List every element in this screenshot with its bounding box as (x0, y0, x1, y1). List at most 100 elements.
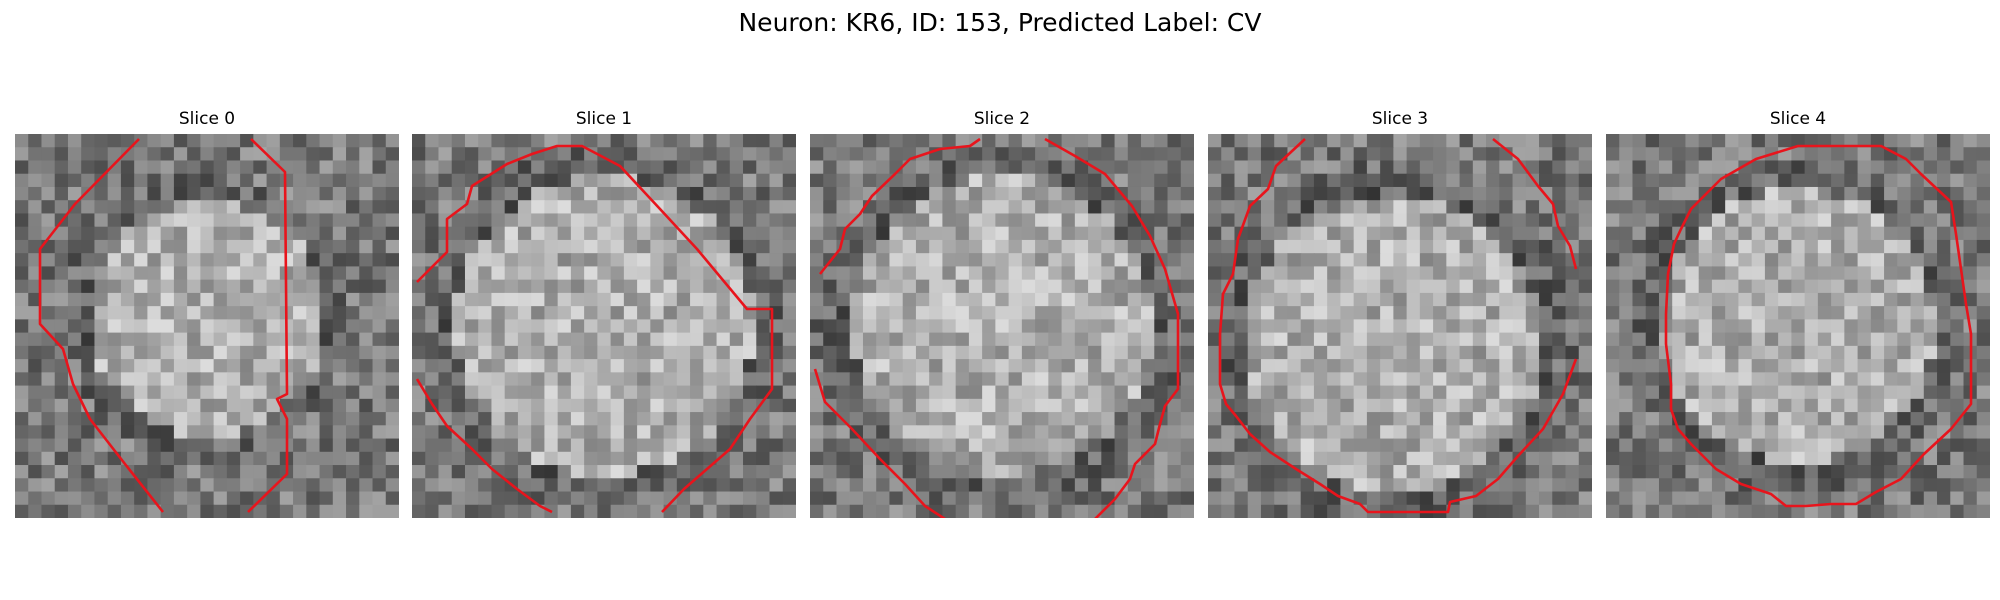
image-pixel (1459, 465, 1474, 479)
image-pixel (372, 451, 387, 466)
image-pixel (1976, 306, 1990, 320)
image-pixel (1884, 398, 1898, 413)
image-pixel (849, 292, 864, 307)
image-pixel (1472, 306, 1487, 320)
image-pixel (173, 173, 188, 188)
image-pixel (1645, 332, 1660, 347)
image-pixel (1499, 292, 1514, 307)
image-pixel (862, 239, 877, 254)
image-pixel (464, 398, 479, 413)
image-pixel (676, 134, 691, 148)
image-pixel (929, 491, 944, 506)
image-pixel (810, 425, 824, 440)
image-pixel (729, 134, 744, 148)
image-pixel (676, 200, 691, 215)
image-pixel (1619, 253, 1634, 268)
image-pixel (1472, 359, 1487, 373)
image-pixel (385, 319, 399, 334)
image-pixel (849, 226, 864, 241)
image-pixel (359, 398, 374, 413)
image-pixel (1486, 266, 1500, 281)
image-pixel (1738, 491, 1753, 506)
image-pixel (1380, 226, 1394, 241)
image-pixel (1937, 425, 1951, 440)
image-pixel (253, 226, 268, 241)
image-pixel (240, 239, 254, 254)
image-pixel (1963, 279, 1978, 294)
image-pixel (412, 504, 426, 518)
image-pixel (531, 134, 546, 148)
image-pixel (41, 372, 56, 387)
image-pixel (1380, 213, 1394, 228)
image-pixel (306, 398, 321, 413)
image-pixel (557, 253, 572, 268)
image-pixel (690, 173, 704, 188)
image-pixel (1035, 292, 1049, 307)
image-pixel (1606, 491, 1620, 506)
image-pixel (1274, 279, 1289, 294)
image-pixel (346, 438, 360, 453)
image-pixel (810, 438, 824, 453)
image-pixel (1353, 306, 1368, 320)
image-pixel (1950, 253, 1965, 268)
image-pixel (1406, 239, 1421, 254)
image-pixel (982, 451, 996, 466)
image-pixel (690, 226, 704, 241)
image-pixel (1525, 345, 1540, 360)
segmentation-contour (1664, 144, 1973, 508)
image-pixel (1472, 279, 1487, 294)
image-pixel (690, 385, 704, 400)
image-pixel (1221, 465, 1236, 479)
image-pixel (1844, 398, 1859, 413)
image-pixel (451, 438, 466, 453)
image-pixel (81, 345, 96, 360)
image-pixel (425, 385, 440, 400)
image-pixel (1433, 465, 1447, 479)
image-pixel (67, 134, 82, 148)
image-pixel (1221, 478, 1236, 493)
image-pixel (531, 253, 546, 268)
image-pixel (1419, 478, 1434, 493)
image-pixel (1844, 359, 1859, 373)
image-pixel (1578, 239, 1592, 254)
image-pixel (1685, 332, 1700, 347)
image-pixel (1287, 186, 1302, 201)
image-pixel (412, 438, 426, 453)
image-pixel (240, 266, 254, 281)
image-pixel (359, 478, 374, 493)
image-pixel (1340, 425, 1355, 440)
image-pixel (756, 319, 771, 334)
image-pixel (836, 398, 851, 413)
image-pixel (1154, 134, 1169, 148)
image-pixel (1340, 186, 1355, 201)
image-pixel (94, 451, 109, 466)
image-pixel (623, 239, 638, 254)
image-pixel (1327, 213, 1342, 228)
image-pixel (756, 173, 771, 188)
image-pixel (1313, 385, 1328, 400)
image-pixel (650, 504, 665, 518)
image-pixel (729, 147, 744, 162)
image-pixel (293, 465, 307, 479)
image-pixel (1658, 398, 1673, 413)
image-pixel (1221, 372, 1236, 387)
image-pixel (1008, 372, 1023, 387)
image-pixel (1274, 134, 1289, 148)
image-pixel (1393, 239, 1408, 254)
image-pixel (1353, 504, 1368, 518)
image-pixel (491, 306, 506, 320)
image-pixel (134, 412, 149, 426)
image-pixel (1937, 385, 1951, 400)
image-pixel (412, 465, 426, 479)
image-pixel (1313, 359, 1328, 373)
image-pixel (464, 266, 479, 281)
image-pixel (517, 226, 532, 241)
image-pixel (385, 451, 399, 466)
image-pixel (253, 266, 268, 281)
image-pixel (1021, 478, 1036, 493)
image-pixel (1884, 438, 1898, 453)
image-pixel (200, 160, 215, 175)
image-pixel (385, 134, 399, 148)
image-pixel (1870, 266, 1885, 281)
image-pixel (120, 359, 135, 373)
